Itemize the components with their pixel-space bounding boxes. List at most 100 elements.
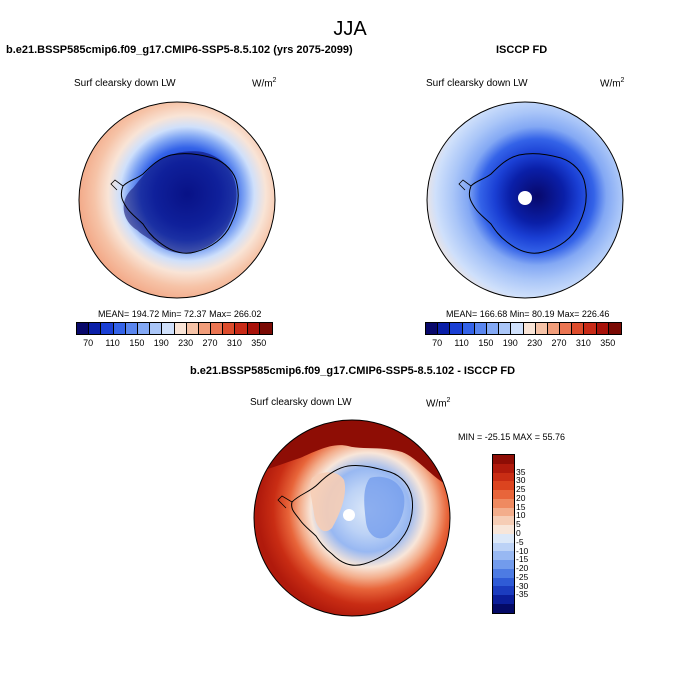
panel-1-title: b.e21.BSSP585cmip6.f09_g17.CMIP6-SSP5-8.… [6,44,353,56]
colorbar-segment [493,551,514,561]
colorbar-segment [499,323,512,334]
colorbar-segment [493,507,514,517]
colorbar-tick-label: 150 [129,338,145,348]
colorbar-segment [493,577,514,587]
colorbar-segment [493,490,514,499]
panel-3-title: b.e21.BSSP585cmip6.f09_g17.CMIP6-SSP5-8.… [190,365,516,377]
colorbar-tick-label: -35 [516,589,529,600]
colorbar-tick-label: -10 [516,545,529,556]
colorbar-segment [493,586,514,596]
colorbar-tick-label: 310 [226,338,242,348]
colorbar-tick-label: -25 [516,571,529,582]
colorbar-tick-label: 30 [516,475,526,486]
colorbar-segment [450,323,463,334]
colorbar-segment [493,542,514,552]
colorbar-segment [113,323,126,334]
panel-2-map [426,101,624,299]
colorbar-segment [211,323,224,334]
panel-2-stats: MEAN= 166.68 Min= 80.19 Max= 226.46 [446,309,610,319]
colorbar-segment [101,323,114,334]
colorbar-segment [77,323,90,334]
colorbar-tick-label: 35 [516,466,526,477]
panel-3-colorbar [492,454,515,614]
panel-3-map [253,419,451,617]
colorbar-segment [223,323,236,334]
season-title: JJA [333,18,367,40]
colorbar-segment [235,323,248,334]
colorbar-segment [511,323,524,334]
colorbar-segment [125,323,138,334]
colorbar-tick-label: -30 [516,580,529,591]
colorbar-tick-label: 25 [516,484,526,495]
colorbar-segment [493,568,514,578]
colorbar-segment [186,323,199,334]
colorbar-segment [89,323,102,334]
colorbar-tick-label: 10 [516,510,526,521]
colorbar-tick-label: 110 [105,338,120,348]
colorbar-segment [426,323,439,334]
panel-1-colorbar [76,322,273,335]
panel-2-colorbar [425,322,622,335]
colorbar-tick-label: 5 [516,519,521,530]
colorbar-segment [474,323,487,334]
colorbar-segment [493,560,514,569]
colorbar-segment [462,323,475,334]
colorbar-segment [493,481,514,491]
colorbar-segment [493,455,514,464]
colorbar-tick-label: 110 [454,338,469,348]
colorbar-tick-label: -20 [516,563,529,574]
colorbar-segment [493,525,514,534]
colorbar-segment [547,323,561,334]
colorbar-tick-label: 310 [575,338,591,348]
colorbar-segment [493,533,514,543]
colorbar-segment [493,498,514,508]
colorbar-segment [493,516,514,526]
colorbar-tick-label: 15 [516,501,526,512]
panel-2-units: W/m2 [600,77,625,90]
panel-1-map [78,101,276,299]
colorbar-segment [174,323,187,334]
colorbar-tick-label: 230 [178,338,194,348]
panel-3-variable: Surf clearsky down LW [250,397,352,408]
colorbar-tick-label: -5 [516,536,524,547]
colorbar-segment [438,323,451,334]
panel-1-variable: Surf clearsky down LW [74,78,176,89]
colorbar-tick-label: 150 [478,338,494,348]
colorbar-segment [596,323,609,334]
colorbar-segment [493,463,514,473]
panel-3-stats: MIN = -25.15 MAX = 55.76 [458,432,566,442]
colorbar-segment [493,595,514,605]
colorbar-segment [486,323,500,334]
colorbar-segment [523,323,536,334]
colorbar-tick-label: 270 [202,338,218,348]
colorbar-tick-label: 0 [516,528,521,538]
panel-2-variable: Surf clearsky down LW [426,78,528,89]
colorbar-segment [198,323,212,334]
panel-2-title: ISCCP FD [496,44,548,56]
colorbar-segment [247,323,260,334]
colorbar-tick-label: 20 [516,492,526,503]
colorbar-tick-label: 350 [600,338,616,348]
colorbar-tick-label: 70 [83,338,94,348]
panel-2-colorbar-ticks: 70 110 150 190 230 270 310 350 [425,338,620,350]
colorbar-segment [150,323,163,334]
panel-1-units: W/m2 [252,77,277,90]
colorbar-segment [572,323,585,334]
colorbar-segment [493,472,514,482]
colorbar-tick-label: 70 [432,338,443,348]
colorbar-segment [162,323,175,334]
colorbar-segment [259,323,272,334]
colorbar-segment [584,323,597,334]
colorbar-segment [137,323,151,334]
colorbar-tick-label: -15 [516,554,529,565]
colorbar-tick-label: 270 [551,338,567,348]
colorbar-segment [493,604,514,613]
colorbar-tick-label: 350 [251,338,267,348]
panel-1-colorbar-ticks: 70 110 150 190 230 270 310 350 [76,338,271,350]
colorbar-tick-label: 190 [502,338,518,348]
panel-3-colorbar-ticks: 35 30 25 20 15 10 5 0 -5 -10 -15 -20 -25 -30 -35 [516,454,546,612]
panel-3-units: W/m2 [426,397,451,410]
colorbar-segment [608,323,621,334]
colorbar-segment [560,323,573,334]
panel-1-stats: MEAN= 194.72 Min= 72.37 Max= 266.02 [98,309,262,319]
